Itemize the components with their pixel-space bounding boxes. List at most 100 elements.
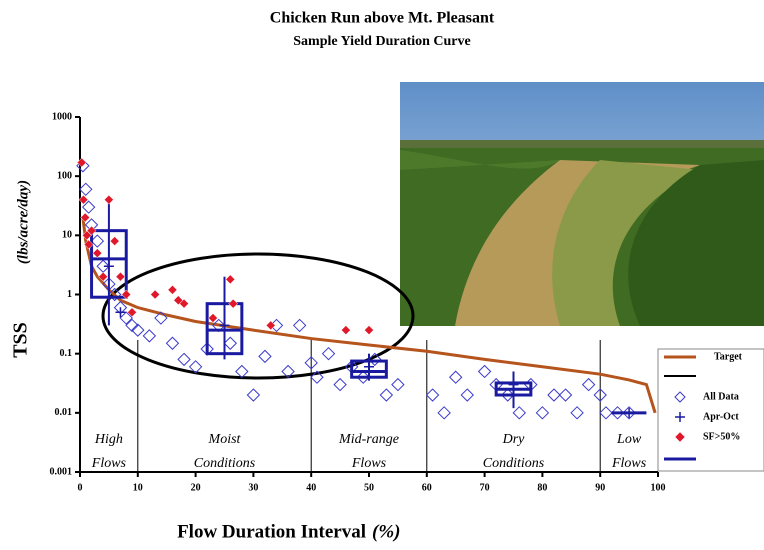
point [501,388,515,402]
box-body [90,229,128,299]
point [115,307,126,318]
point [109,236,120,246]
point [333,377,347,392]
y-tick-label: 100 [57,170,72,181]
point [235,364,249,379]
y-tick-label: 10 [62,230,72,241]
point [173,295,184,306]
x-tick-label: 0 [78,482,83,493]
point [310,370,324,384]
x-tick-label: 10 [133,482,143,493]
point [391,377,405,392]
x-tick-label: 80 [537,482,547,493]
point [78,194,89,205]
point [379,388,394,402]
zone-label: Flows [91,456,127,471]
photo [400,82,764,326]
point [92,248,103,258]
x-tick-label: 90 [595,482,605,493]
legend-swatch [674,391,686,403]
y-tick-label: 0.1 [60,348,73,359]
point [448,370,463,384]
zone-label: High [94,432,123,447]
legend-swatch [675,432,685,442]
point [165,336,180,350]
zone-label: Conditions [194,456,256,471]
x-tick-label: 20 [191,482,201,493]
point [364,325,374,335]
zone-label: Flows [611,456,647,471]
point [179,298,189,309]
point [115,271,126,282]
legend-swatch [675,412,685,422]
point [150,289,160,300]
point [258,349,272,364]
point [228,298,239,309]
point [356,370,370,384]
point [225,274,236,285]
zone-label: Low [616,432,642,447]
point [304,356,318,370]
point [599,406,613,420]
chart-title: Chicken Run above Mt. Pleasant [270,10,495,27]
point [107,287,122,302]
legend-label: Target [714,351,743,362]
point [610,406,625,420]
x-tick-label: 70 [480,482,490,493]
chart-subtitle: Sample Yield Duration Curve [293,34,470,49]
point [81,200,96,214]
y-tick-label: 1000 [52,111,72,122]
point [437,406,451,420]
point [188,360,203,374]
point [581,377,596,392]
zone-label: Mid-range [338,432,399,447]
x-axis-unit: (%) [372,521,400,542]
point [558,388,573,402]
point [321,346,336,361]
point [86,225,97,236]
point [460,388,474,402]
legend-label: Apr-Oct [703,411,739,422]
point [121,289,132,300]
point [167,284,178,295]
x-tick-label: 50 [364,482,374,493]
point [154,311,168,325]
point [570,406,584,420]
legend [657,348,764,472]
point [98,271,108,282]
point [368,352,382,367]
zone-label: Flows [351,456,387,471]
zone-label: Moist [208,432,242,447]
zone-label: Conditions [483,456,545,471]
point [76,157,87,168]
point [425,388,440,402]
point [622,406,636,420]
point [547,388,561,402]
point [90,234,105,248]
x-axis-label: Flow Duration Interval [177,521,366,542]
point [223,336,237,350]
x-tick-label: 40 [306,482,316,493]
point [265,320,276,331]
point [80,212,91,223]
point [535,406,550,420]
point [104,194,114,205]
legend-label: All Data [703,391,739,402]
x-tick-label: 60 [422,482,432,493]
point [127,307,137,318]
target-line [81,217,657,414]
y-tick-label: 0.001 [50,466,73,477]
point [292,318,307,333]
x-tick-label: 30 [248,482,258,493]
point [246,388,261,402]
point [593,388,607,402]
point [208,313,218,323]
point [341,325,351,335]
point [119,311,133,325]
point [125,318,139,333]
y-axis-label: TSS [10,322,32,358]
point [79,182,93,197]
point [131,323,145,337]
point [177,352,191,367]
